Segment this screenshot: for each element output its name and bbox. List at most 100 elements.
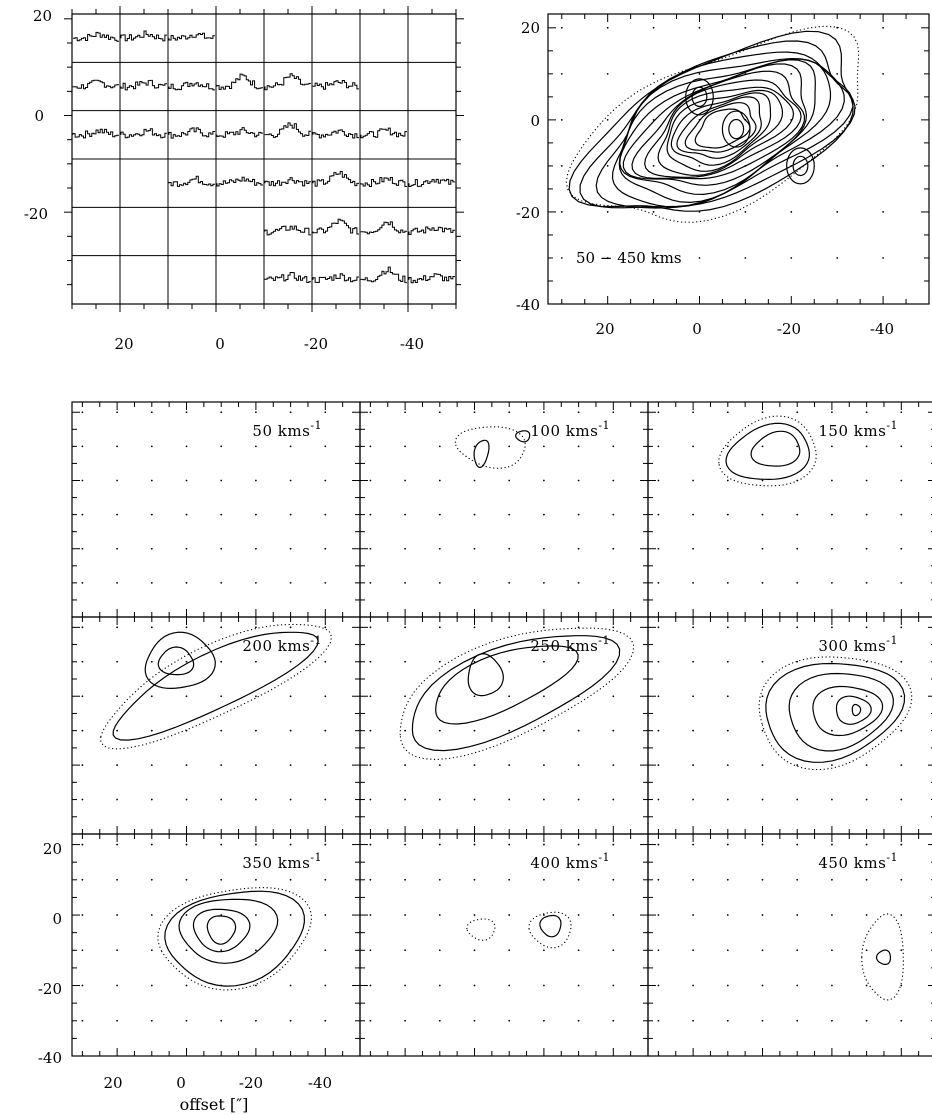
grid-dot (612, 1019, 615, 1022)
grid-dot (657, 798, 660, 801)
spectrum-trace (216, 176, 263, 187)
grid-dot (657, 1019, 660, 1022)
channel-panel: 250 kms-1 (359, 616, 649, 835)
channel-panel: 450 kms-1 (647, 833, 932, 1057)
channel-contour (515, 430, 531, 443)
channel-contour (750, 430, 801, 467)
channel-panel: 150 kms-1 (647, 401, 932, 618)
grid-dot (865, 626, 868, 629)
spectrum-trace (168, 32, 215, 41)
grid-dot (369, 764, 372, 767)
grid-dot (900, 411, 903, 414)
grid-dot (185, 764, 188, 767)
grid-dot (81, 660, 84, 663)
grid-dot (324, 914, 327, 916)
channel-contour (875, 949, 891, 965)
channel-panel-frame (647, 833, 932, 1057)
channel-panel: 50 kms-1 (71, 401, 361, 618)
grid-dot (900, 729, 903, 732)
grid-dot (657, 660, 660, 663)
grid-dot (865, 581, 868, 584)
grid-dot (185, 843, 188, 846)
grid-dot (185, 1019, 188, 1022)
grid-dot (81, 626, 84, 629)
channel-velocity-label: 300 kms-1 (818, 634, 898, 655)
grid-dot (831, 513, 833, 516)
grid-dot (220, 581, 223, 584)
grid-dot (726, 411, 729, 414)
grid-dot (508, 764, 511, 767)
grid-dot (473, 626, 476, 629)
grid-dot (289, 479, 292, 482)
grid-dot (438, 949, 441, 952)
channel-panel-frame (71, 833, 361, 1057)
grid-dot (438, 798, 441, 801)
grid-dot (116, 984, 119, 987)
grid-dot (900, 660, 903, 663)
grid-dot (150, 695, 153, 698)
channel-contour (473, 439, 490, 468)
grid-dot (81, 984, 84, 987)
grid-dot (324, 843, 327, 846)
integrated-peak-contour (721, 110, 751, 148)
grid-dot (652, 26, 655, 29)
grid-dot (255, 547, 257, 550)
channel-contour (206, 915, 237, 945)
grid-dot (698, 257, 701, 259)
grid-dot (692, 479, 695, 482)
grid-dot (657, 626, 660, 629)
integrated-y-tick-label: -20 (516, 204, 540, 222)
grid-dot (81, 479, 84, 482)
spectrum-trace (73, 31, 119, 42)
grid-dot (369, 660, 372, 663)
grid-dot (865, 1019, 868, 1022)
channel-panel-frame (647, 616, 932, 835)
grid-dot (831, 479, 833, 482)
grid-dot (543, 843, 545, 846)
velocity-unit-sup: -1 (598, 419, 610, 432)
integrated-contour (611, 57, 845, 208)
grid-dot (185, 914, 188, 916)
grid-dot (404, 914, 407, 916)
grid-dot (698, 26, 701, 29)
grid-dot (508, 479, 511, 482)
grid-dot (508, 513, 511, 516)
grid-dot (726, 695, 729, 698)
channel-contour (411, 635, 621, 752)
grid-dot (560, 118, 563, 121)
grid-dot (577, 479, 580, 482)
grid-dot (796, 984, 799, 987)
integrated-contour (619, 59, 816, 196)
integrated-x-tick-label: 0 (692, 320, 702, 338)
grid-dot (324, 547, 327, 550)
grid-dot (81, 581, 84, 584)
spectrum-trace (120, 30, 167, 42)
channel-panel-frame (359, 833, 649, 1057)
spectrum-trace (312, 129, 359, 139)
grid-dot (612, 984, 615, 987)
grid-dot (508, 547, 511, 550)
grid-dot (289, 729, 292, 732)
grid-dot (369, 547, 372, 550)
integrated-contour (622, 63, 808, 186)
grid-dot (473, 949, 476, 952)
grid-dot (560, 72, 563, 75)
spectra-y-tick-label: 0 (34, 107, 44, 125)
grid-dot (473, 479, 476, 482)
channel-panel: 200 kms-1 (71, 616, 361, 835)
grid-dot (289, 660, 292, 663)
grid-dot (744, 257, 747, 259)
grid-dot (255, 660, 257, 663)
grid-dot (150, 843, 153, 846)
grid-dot (81, 1019, 84, 1022)
grid-dot (404, 764, 407, 767)
channel-velocity-label: 450 kms-1 (818, 851, 898, 872)
grid-dot (369, 581, 372, 584)
grid-dot (81, 695, 84, 698)
grid-dot (900, 445, 903, 448)
grid-dot (404, 547, 407, 550)
grid-dot (404, 729, 407, 732)
channel-y-tick-label: -20 (38, 980, 62, 998)
grid-dot (761, 479, 764, 482)
